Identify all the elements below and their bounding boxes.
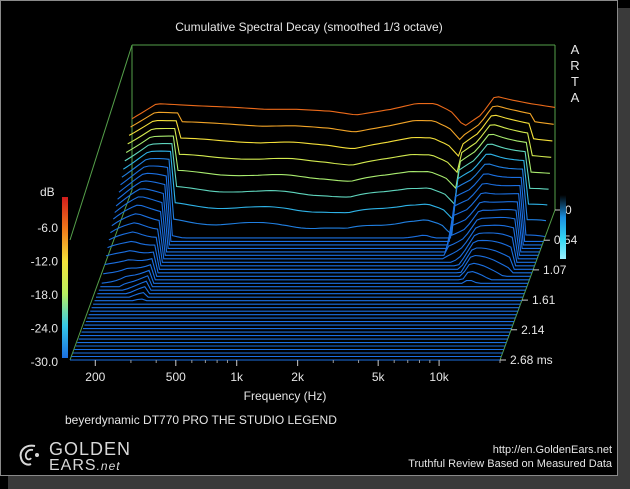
decay-trace — [114, 196, 540, 253]
decay-trace — [130, 105, 554, 141]
decay-trace — [124, 143, 549, 206]
site-tagline: Truthful Review Based on Measured Data — [408, 458, 612, 470]
vendor-letter: R — [570, 58, 580, 73]
colorbar-tick-label: -18.0 — [31, 288, 59, 302]
decay-trace — [105, 250, 532, 274]
x-tick-label: 200 — [85, 370, 105, 384]
decay-trace — [104, 258, 531, 277]
logo-line2: EARS.net — [49, 457, 121, 475]
decay-traces — [70, 96, 556, 361]
decay-trace — [100, 275, 527, 288]
decay-trace — [125, 133, 550, 190]
colorbar-tick-label: -30.0 — [31, 355, 59, 369]
chart-frame — [0, 0, 618, 476]
x-tick-label: 1k — [230, 370, 244, 384]
colorbar-tick-label: -6.0 — [37, 221, 58, 235]
decay-trace — [101, 269, 529, 284]
x-tick-label: 5k — [372, 370, 386, 384]
plot-box-edge — [499, 209, 556, 361]
decay-trace — [112, 204, 539, 256]
x-tick-label: 500 — [166, 370, 186, 384]
decay-trace — [117, 180, 543, 246]
colorbar-tick-label: -12.0 — [31, 255, 59, 269]
plot-box-edge — [69, 44, 133, 241]
time-tick-label: 1.61 — [532, 293, 556, 307]
decay-trace — [121, 157, 547, 236]
decay-trace — [110, 222, 536, 263]
decay-trace — [103, 263, 530, 281]
decay-trace — [128, 114, 553, 158]
decay-trace — [118, 172, 544, 242]
time-tick-label: 2.68 ms — [510, 353, 553, 367]
time-colorbar-gradient — [560, 195, 566, 259]
decay-trace — [127, 124, 552, 174]
time-tick-label: 2.14 — [521, 323, 545, 337]
device-name: beyerdynamic DT770 PRO THE STUDIO LEGEND — [65, 413, 337, 427]
decay-trace — [94, 298, 522, 302]
decay-trace — [120, 165, 545, 239]
chart-title: Cumulative Spectral Decay (smoothed 1/3 … — [175, 20, 443, 34]
decay-trace — [96, 291, 523, 298]
logo-line1: GOLDEN — [49, 439, 132, 459]
logo-line2-text: EARS — [49, 457, 97, 474]
decay-trace — [108, 231, 535, 267]
logo-suffix: .net — [96, 459, 121, 473]
decay-trace — [131, 96, 556, 127]
colorbar-gradient — [62, 197, 68, 358]
vendor-letter: A — [570, 90, 580, 105]
x-axis: 200 500 1k 2k 5k 10k Frequency (Hz) — [85, 360, 501, 403]
decay-trace — [123, 150, 548, 222]
decay-trace — [98, 280, 526, 291]
x-axis-label: Frequency (Hz) — [244, 389, 327, 403]
vendor-letter: T — [571, 74, 579, 89]
ear-logo-icon — [19, 444, 39, 466]
time-tick-label: 0 — [565, 203, 572, 217]
site-url: http://en.GoldenEars.net — [492, 444, 612, 456]
colorbar: dB -6.0 -12.0 -18.0 -24.0 -30.0 — [31, 185, 566, 369]
decay-trace — [107, 240, 534, 270]
decay-trace — [97, 286, 525, 295]
x-tick-label: 2k — [291, 370, 305, 384]
colorbar-tick-label: -24.0 — [31, 322, 59, 336]
decay-trace — [115, 188, 541, 249]
decay-trace — [111, 213, 538, 260]
frame-shadow-right — [618, 8, 630, 489]
x-tick-label: 10k — [429, 370, 449, 384]
goldenears-logo: GOLDEN EARS.net — [15, 438, 145, 474]
frame-shadow-bottom — [8, 476, 630, 489]
colorbar-unit: dB — [40, 185, 55, 199]
plot-box-edge — [69, 189, 133, 361]
vendor-letter: A — [570, 42, 580, 57]
time-tick-label: 1.07 — [543, 263, 567, 277]
